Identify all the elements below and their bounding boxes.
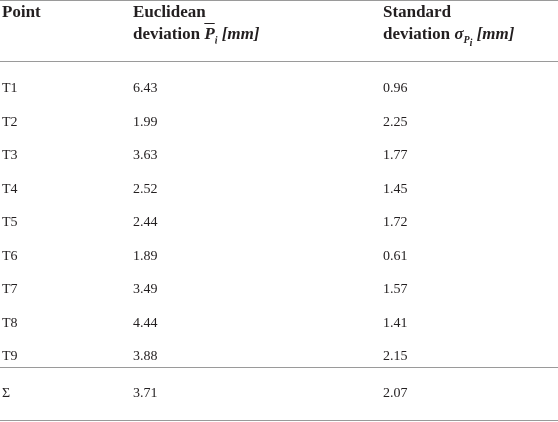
value-cell: 3.63: [133, 148, 158, 163]
value-cell: 0.61: [383, 248, 408, 264]
point-cell: T9: [2, 349, 18, 364]
unit: [mm]: [221, 24, 260, 43]
bottom-rule: [0, 420, 558, 421]
header-text: Standard: [383, 2, 452, 21]
sum-value: 3.71: [133, 386, 158, 401]
value-cell: 6.43: [133, 81, 158, 96]
header-rule: [0, 61, 558, 62]
header-point: Point: [2, 2, 41, 21]
header-standard: Standard deviation σPi [mm]: [383, 1, 514, 55]
point-cell: T3: [2, 148, 18, 163]
value-cell: 1.41: [383, 315, 408, 331]
value-cell: 3.49: [133, 282, 158, 297]
point-cell: T6: [2, 248, 18, 264]
unit: [mm]: [476, 24, 515, 43]
value-cell: 2.15: [383, 349, 408, 364]
value-cell: 1.45: [383, 181, 408, 197]
point-cell: T4: [2, 181, 18, 197]
point-cell: T2: [2, 114, 18, 130]
value-cell: 1.99: [133, 114, 158, 130]
value-cell: 2.25: [383, 114, 408, 130]
point-cell: T1: [2, 81, 18, 96]
header-text: Euclidean: [133, 2, 206, 21]
value-cell: 1.77: [383, 148, 408, 163]
sum-value: 2.07: [383, 386, 408, 401]
value-cell: 3.88: [133, 349, 158, 364]
point-cell: T5: [2, 215, 18, 230]
header-text: deviation Pi [mm]: [133, 23, 260, 52]
value-cell: 1.89: [133, 248, 158, 264]
header-word: deviation: [383, 24, 451, 43]
subscript: i: [214, 35, 218, 47]
top-rule: [0, 0, 558, 1]
subscript: P: [463, 35, 470, 47]
value-cell: 0.96: [383, 81, 408, 96]
value-cell: 1.57: [383, 282, 408, 297]
sum-label: Σ: [2, 386, 11, 401]
value-cell: 1.72: [383, 215, 408, 230]
value-cell: 2.52: [133, 181, 158, 197]
symbol: P: [204, 24, 215, 43]
point-cell: T7: [2, 282, 18, 297]
value-cell: 4.44: [133, 315, 158, 331]
header-text: deviation σPi [mm]: [383, 23, 514, 55]
point-cell: T8: [2, 315, 18, 331]
sum-rule: [0, 367, 558, 368]
symbol: σ: [454, 24, 464, 43]
subscript: i: [469, 38, 473, 50]
header-euclidean: Euclidean deviation Pi [mm]: [133, 1, 260, 52]
value-cell: 2.44: [133, 215, 158, 230]
header-word: deviation: [133, 24, 201, 43]
